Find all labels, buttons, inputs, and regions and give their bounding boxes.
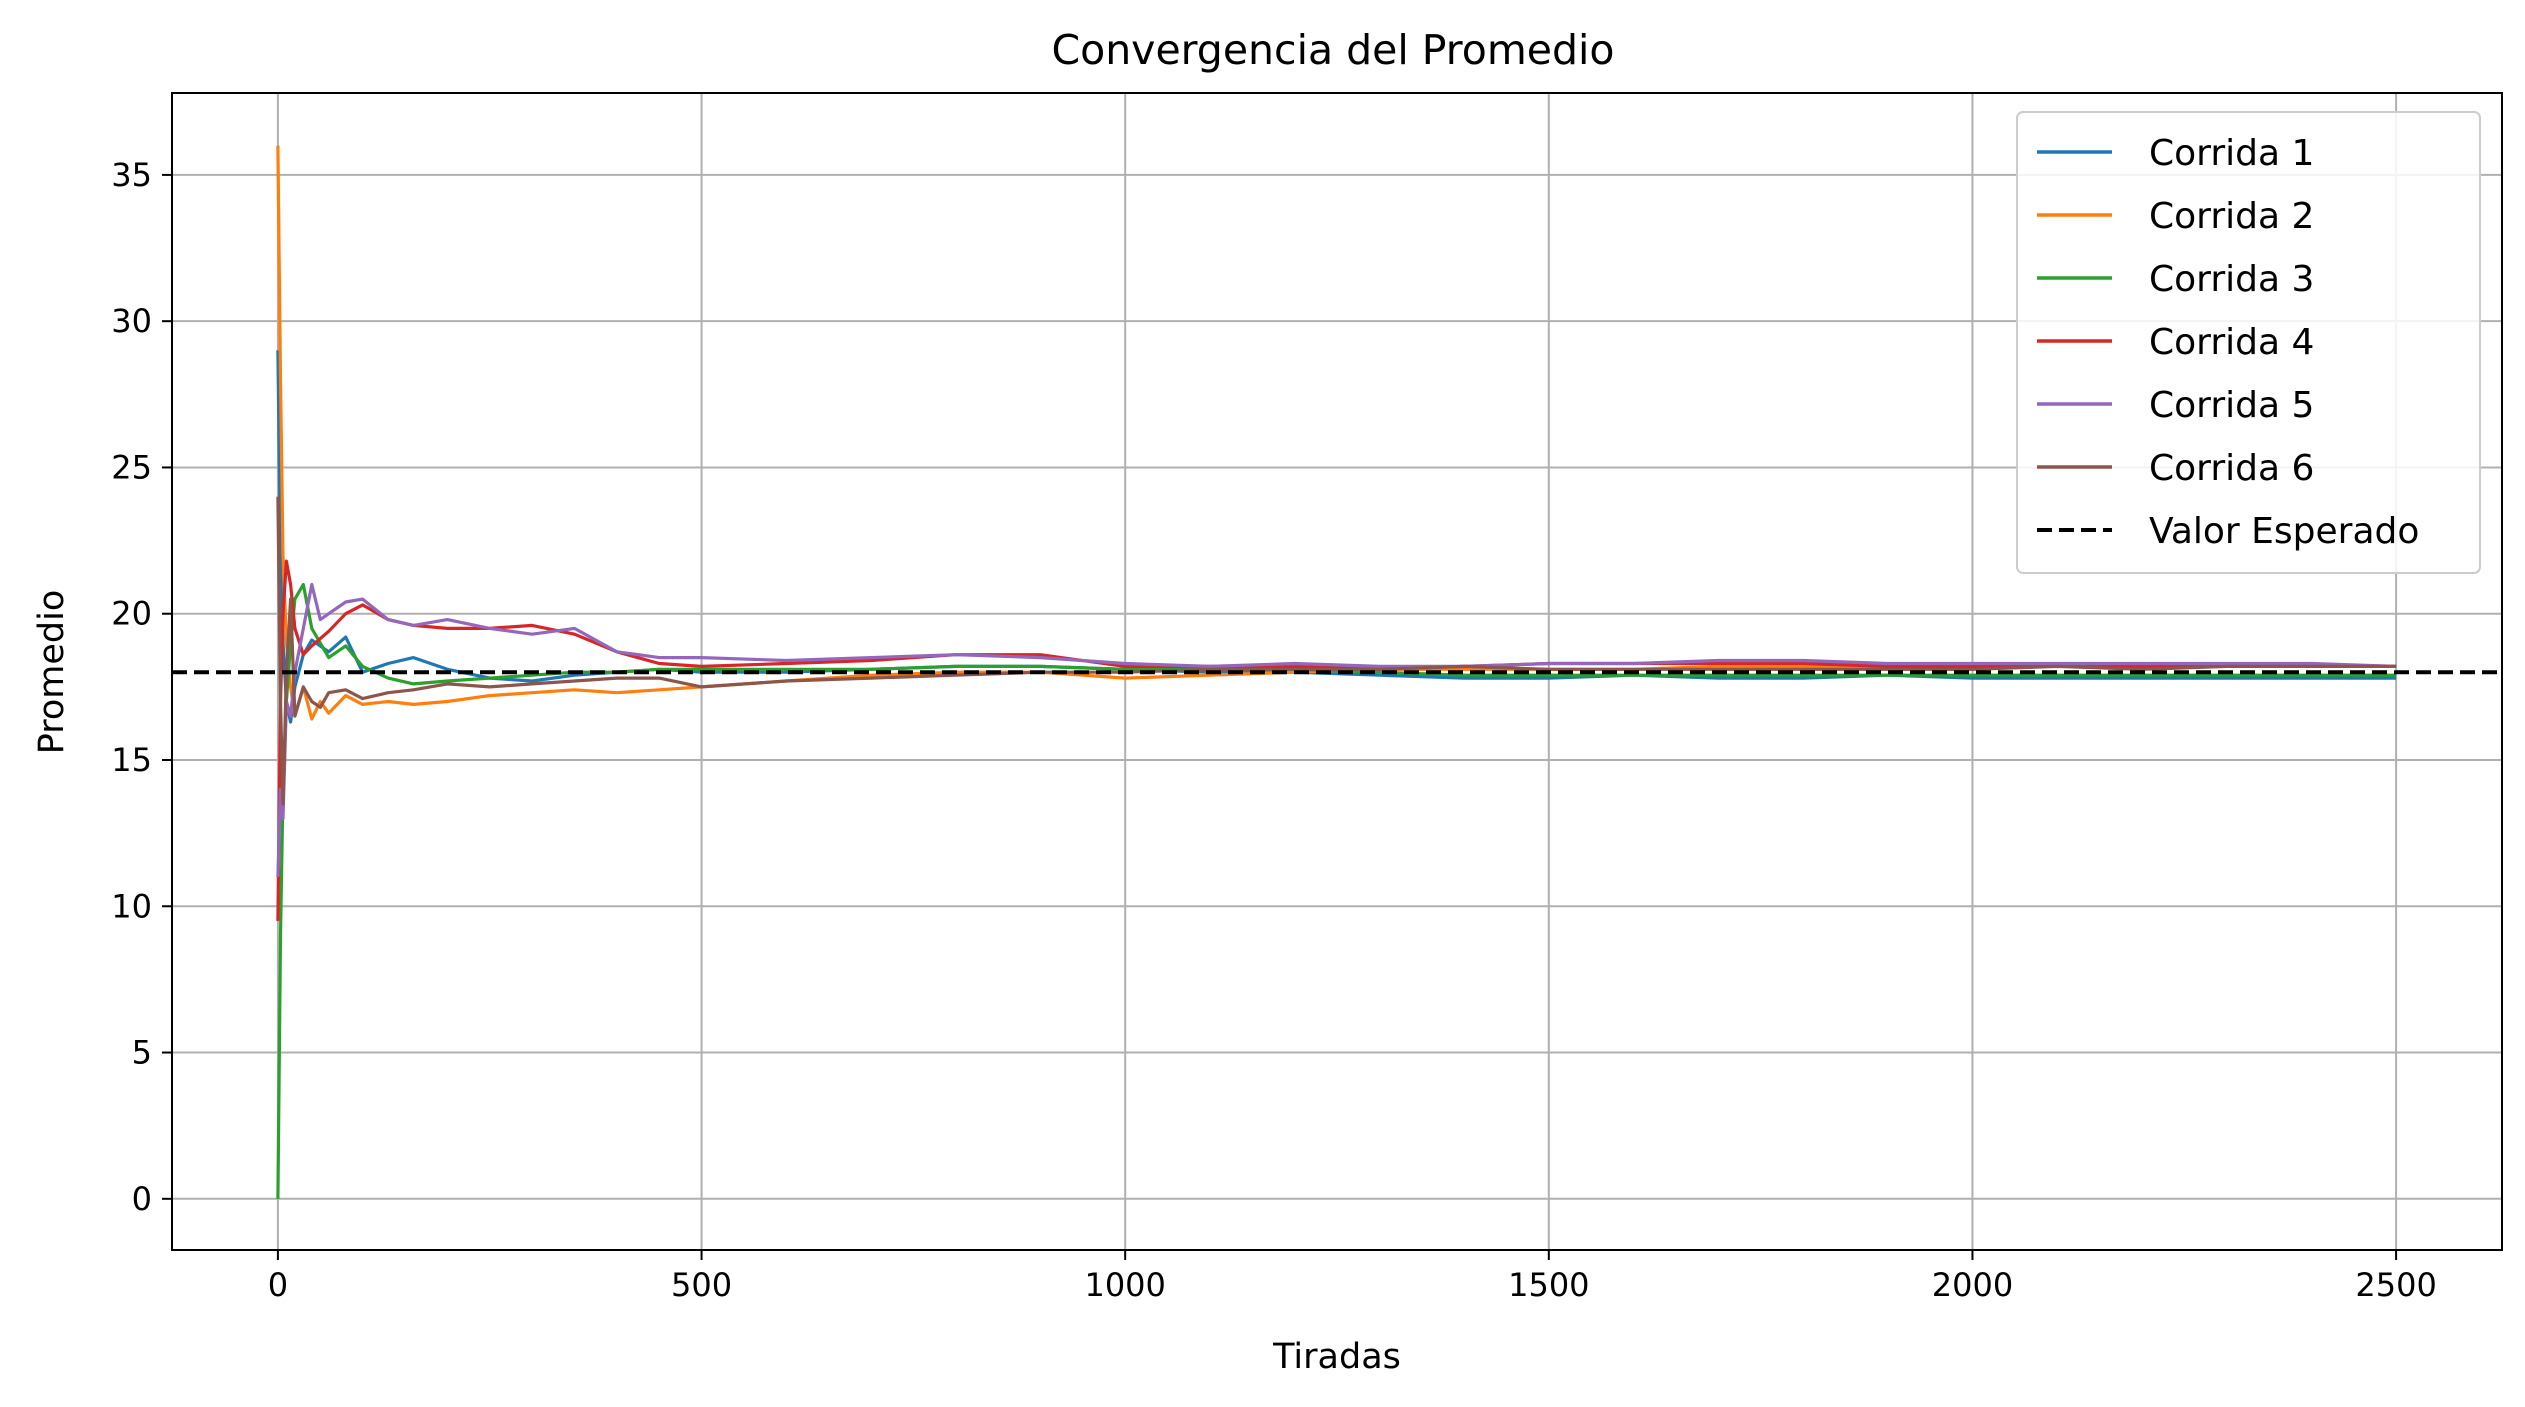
y-tick-label: 0 xyxy=(132,1180,152,1218)
y-tick-label: 10 xyxy=(111,887,152,925)
series-line-6 xyxy=(276,496,2397,806)
legend-label: Corrida 6 xyxy=(2149,448,2314,489)
y-tick-label: 25 xyxy=(111,448,152,486)
plot-frame xyxy=(171,92,2503,1251)
y-tick-label: 15 xyxy=(111,741,152,779)
legend-label: Corrida 2 xyxy=(2149,196,2314,237)
x-tick-label: 2000 xyxy=(1932,1266,2013,1304)
y-axis-title: Promedio xyxy=(32,590,72,755)
x-tick-label: 1500 xyxy=(1508,1266,1589,1304)
series-lines xyxy=(172,145,2502,1199)
legend-box xyxy=(2016,111,2481,574)
x-axis: 0 500 1000 1500 2000 2500 xyxy=(268,1250,2437,1304)
legend-label: Corrida 1 xyxy=(2149,133,2314,174)
legend-label: Corrida 5 xyxy=(2149,385,2314,426)
x-tick-label: 1000 xyxy=(1084,1266,1165,1304)
y-tick-label: 35 xyxy=(111,156,152,194)
legend-label: Corrida 4 xyxy=(2149,322,2314,363)
x-tick-label: 500 xyxy=(671,1266,732,1304)
y-tick-label: 20 xyxy=(111,595,152,633)
legend: Corrida 1 Corrida 2 Corrida 3 Corrida 4 Corr… xyxy=(2016,111,2481,574)
y-tick-label: 5 xyxy=(132,1034,152,1072)
x-axis-title: Tiradas xyxy=(1272,1337,1401,1377)
series-line-5 xyxy=(276,582,2397,878)
y-tick-label: 30 xyxy=(111,302,152,340)
series-line-3 xyxy=(276,582,2397,1199)
y-axis: 0 5 10 15 20 25 30 35 xyxy=(111,156,172,1218)
chart-title: Convergencia del Promedio xyxy=(1051,26,1614,74)
x-tick-label: 0 xyxy=(268,1266,288,1304)
legend-label: Valor Esperado xyxy=(2149,511,2419,552)
x-tick-label: 2500 xyxy=(2355,1266,2436,1304)
legend-label: Corrida 3 xyxy=(2149,259,2314,300)
series-line-4 xyxy=(276,559,2397,921)
